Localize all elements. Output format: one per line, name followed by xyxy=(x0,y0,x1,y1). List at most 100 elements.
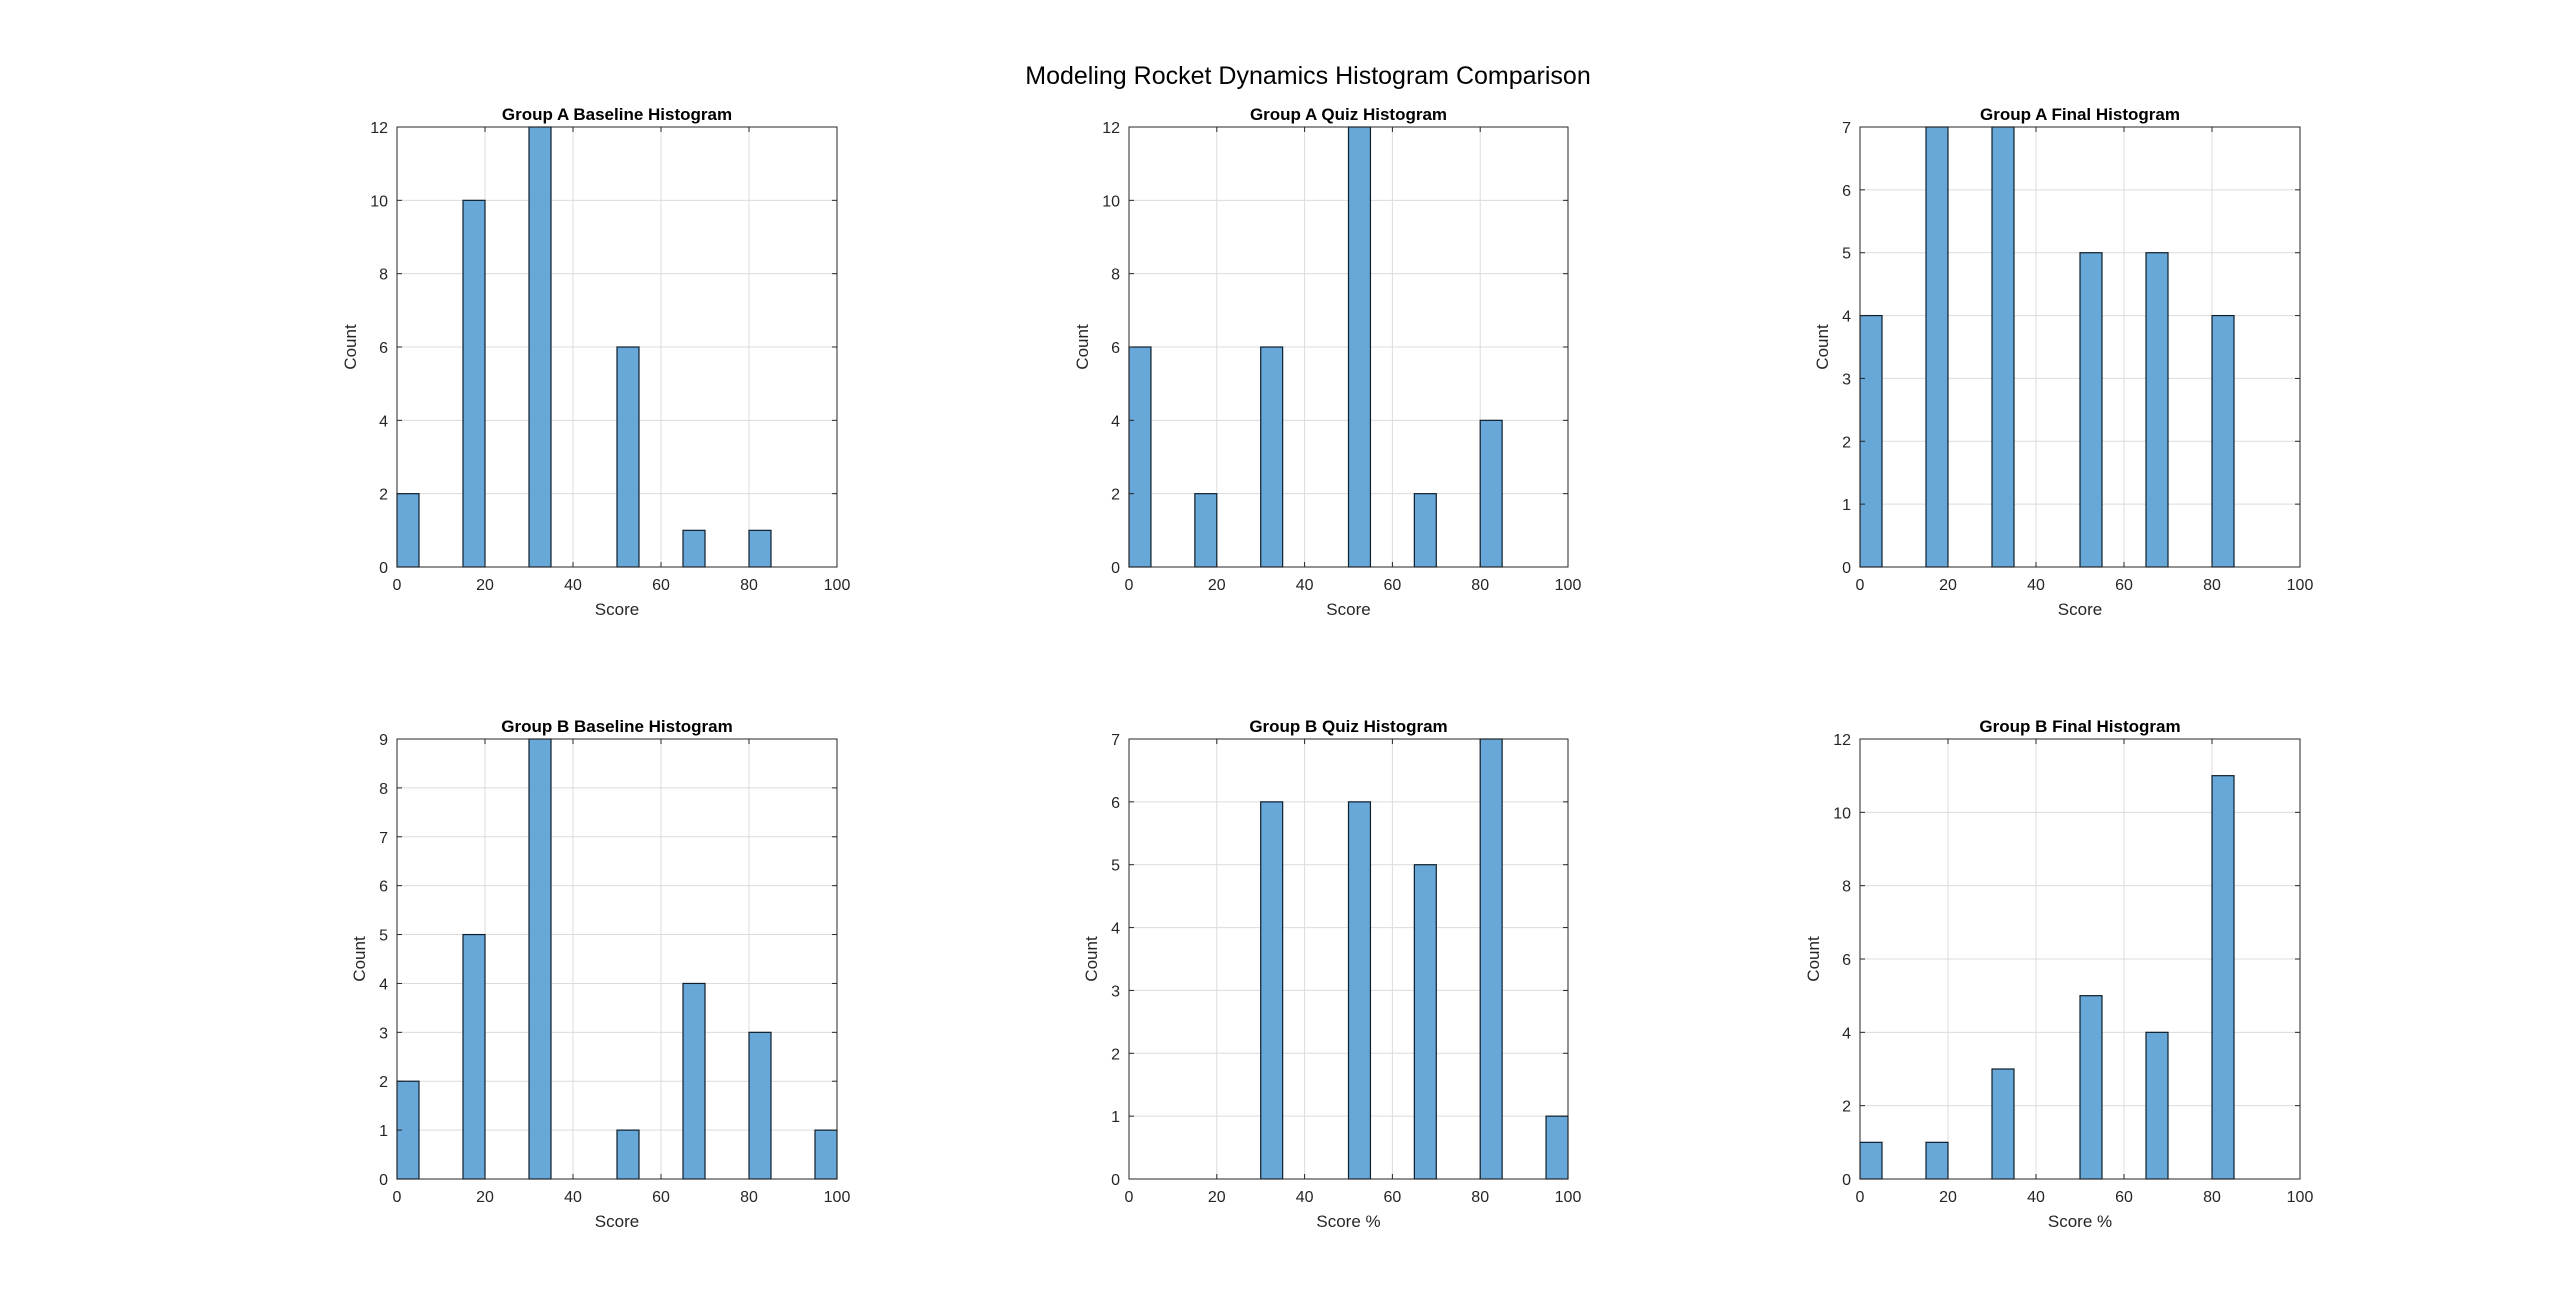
x-tick-label: 20 xyxy=(1939,577,1957,594)
x-tick-label: 80 xyxy=(2203,1189,2221,1206)
x-tick-label: 0 xyxy=(1125,1189,1134,1206)
histogram-bar xyxy=(1479,419,1503,568)
histogram-bar xyxy=(1479,738,1503,1180)
y-tick-label: 0 xyxy=(379,560,388,577)
x-tick-label: 80 xyxy=(740,1189,758,1206)
histogram-bar xyxy=(462,199,486,568)
x-axis-label: Score xyxy=(595,600,639,619)
histogram-bar xyxy=(682,982,706,1180)
x-tick-label: 60 xyxy=(652,577,670,594)
histogram-bar xyxy=(1859,1141,1883,1180)
x-tick-label: 0 xyxy=(1856,1189,1865,1206)
histogram-bar xyxy=(1925,1141,1949,1180)
axes-frame xyxy=(396,738,838,1180)
panel-group-b-baseline-histogram: 0 20 40 60 80 100 0 1 2 3 4 5 6 7 8 9 Group B Baseline H… xyxy=(350,717,850,1231)
y-tick-label: 5 xyxy=(379,928,388,945)
x-tick-label: 0 xyxy=(1125,577,1134,594)
x-tick-label: 40 xyxy=(1296,1189,1314,1206)
histogram-bar xyxy=(396,493,420,568)
axes-frame xyxy=(1128,738,1569,1180)
x-tick-label: 60 xyxy=(652,1189,670,1206)
y-tick-label: 12 xyxy=(370,120,388,137)
y-tick-label: 9 xyxy=(379,732,388,749)
panel-group-b-final-histogram: 0 20 40 60 80 100 0 2 4 6 8 10 12 Group B Final Histo… xyxy=(1804,717,2313,1231)
panel-title: Group A Baseline Histogram xyxy=(502,105,732,124)
y-tick-label: 0 xyxy=(1842,1172,1851,1189)
histogram-bar xyxy=(682,529,706,568)
y-tick-label: 3 xyxy=(1842,371,1851,388)
y-tick-label: 7 xyxy=(1842,120,1851,137)
x-tick-label: 0 xyxy=(393,577,402,594)
histogram-bar xyxy=(2079,995,2103,1180)
y-tick-label: 5 xyxy=(1842,246,1851,263)
y-tick-label: 8 xyxy=(379,781,388,798)
y-axis-label: Count xyxy=(350,936,369,982)
y-tick-label: 2 xyxy=(379,1074,388,1091)
x-tick-label: 0 xyxy=(1856,577,1865,594)
panel-title: Group B Quiz Histogram xyxy=(1249,717,1447,736)
panel-group-a-quiz-histogram: 0 20 40 60 80 100 0 2 4 6 8 10 12 Group A Quiz Histog… xyxy=(1073,105,1581,619)
x-tick-label: 100 xyxy=(824,1189,851,1206)
x-axis-label: Score xyxy=(595,1212,639,1231)
y-axis-label: Count xyxy=(1813,324,1832,370)
x-axis-label: Score % xyxy=(2048,1212,2112,1231)
y-tick-label: 5 xyxy=(1111,858,1120,875)
histogram-bar xyxy=(1413,864,1437,1180)
y-axis-label: Count xyxy=(341,324,360,370)
y-tick-label: 7 xyxy=(379,830,388,847)
y-tick-label: 6 xyxy=(379,340,388,357)
y-tick-label: 4 xyxy=(379,413,388,430)
x-tick-label: 60 xyxy=(2115,1189,2133,1206)
panel-title: Group A Quiz Histogram xyxy=(1250,105,1447,124)
y-tick-label: 4 xyxy=(1842,1025,1851,1042)
x-axis-label: Score xyxy=(1326,600,1370,619)
x-tick-label: 0 xyxy=(393,1189,402,1206)
y-tick-label: 4 xyxy=(379,976,388,993)
y-tick-label: 6 xyxy=(1842,952,1851,969)
x-tick-label: 100 xyxy=(1555,577,1582,594)
x-tick-label: 40 xyxy=(564,1189,582,1206)
y-tick-label: 12 xyxy=(1833,732,1851,749)
panel-group-b-quiz-histogram: 0 20 40 60 80 100 0 1 2 3 4 5 6 7 Group B Quiz Histogr… xyxy=(1082,717,1581,1231)
x-tick-label: 100 xyxy=(2287,577,2314,594)
x-tick-label: 40 xyxy=(2027,1189,2045,1206)
y-tick-label: 0 xyxy=(1842,560,1851,577)
panel-title: Group B Baseline Histogram xyxy=(501,717,732,736)
y-tick-label: 0 xyxy=(1111,1172,1120,1189)
histogram-bar xyxy=(748,1031,772,1180)
y-tick-label: 8 xyxy=(379,267,388,284)
histogram-bar xyxy=(814,1129,838,1180)
panel-title: Group A Final Histogram xyxy=(1980,105,2180,124)
y-tick-label: 6 xyxy=(1111,340,1120,357)
x-tick-label: 100 xyxy=(2287,1189,2314,1206)
histogram-bar xyxy=(528,738,552,1180)
x-tick-label: 20 xyxy=(1208,1189,1226,1206)
y-tick-label: 2 xyxy=(379,487,388,504)
y-tick-label: 1 xyxy=(1111,1109,1120,1126)
histogram-bar xyxy=(2211,314,2235,568)
histogram-bar xyxy=(1128,346,1152,568)
x-tick-label: 40 xyxy=(564,577,582,594)
x-tick-label: 100 xyxy=(824,577,851,594)
histogram-bar xyxy=(748,529,772,568)
x-tick-label: 20 xyxy=(1208,577,1226,594)
x-tick-label: 80 xyxy=(1471,577,1489,594)
histogram-bar xyxy=(1991,126,2015,568)
x-tick-label: 80 xyxy=(2203,577,2221,594)
x-axis-label: Score % xyxy=(1316,1212,1380,1231)
y-axis-label: Count xyxy=(1804,936,1823,982)
histogram-bar xyxy=(1545,1115,1569,1180)
y-tick-label: 1 xyxy=(379,1123,388,1140)
y-axis-label: Count xyxy=(1073,324,1092,370)
x-tick-label: 40 xyxy=(1296,577,1314,594)
y-tick-label: 10 xyxy=(1102,193,1120,210)
x-tick-label: 80 xyxy=(740,577,758,594)
histogram-bar xyxy=(1194,493,1218,568)
histogram-bar xyxy=(1925,126,1949,568)
x-tick-label: 20 xyxy=(1939,1189,1957,1206)
x-tick-label: 20 xyxy=(476,1189,494,1206)
y-tick-label: 3 xyxy=(379,1025,388,1042)
histogram-bar xyxy=(462,933,486,1180)
y-tick-label: 6 xyxy=(379,879,388,896)
